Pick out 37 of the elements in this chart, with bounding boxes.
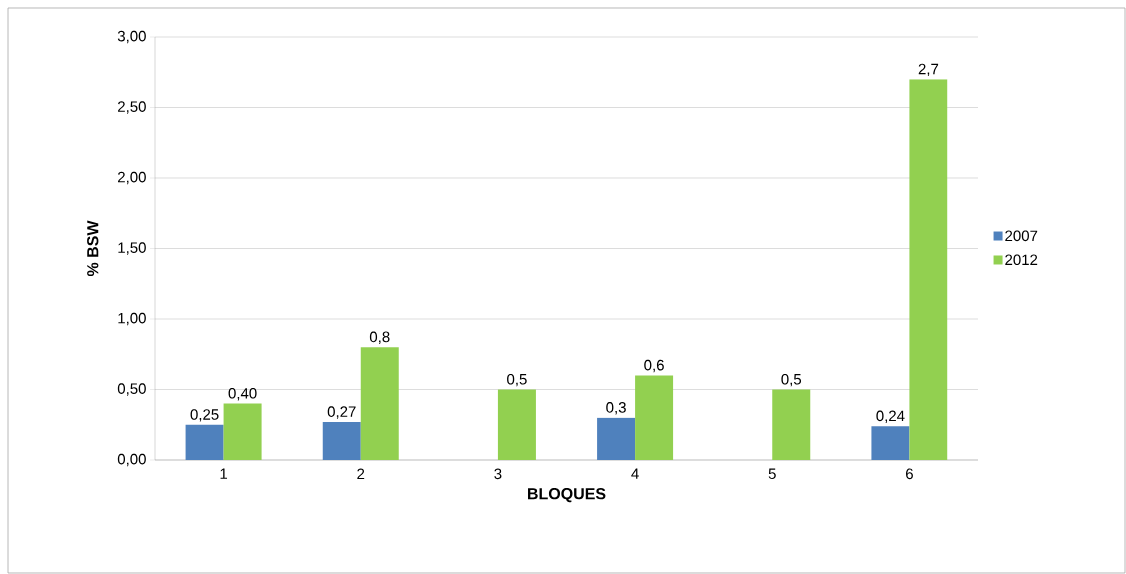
legend-label: 2007: [1005, 230, 1038, 242]
x-tick-label: 1: [220, 468, 228, 479]
bar: [497, 389, 536, 460]
data-label: 0,5: [507, 373, 527, 387]
bar: [871, 426, 910, 460]
data-label: 2,7: [918, 63, 939, 77]
x-tick-label: 6: [906, 468, 913, 480]
data-label: 0,8: [369, 331, 390, 344]
data-label: 0,5: [781, 373, 802, 387]
y-tick-label: 3,00: [117, 30, 146, 44]
data-label: 0,40: [228, 388, 257, 401]
x-tick-label: 2: [357, 468, 365, 480]
bar: [597, 417, 636, 460]
bar: [223, 403, 262, 460]
bar: [635, 375, 674, 460]
x-tick-label: 4: [631, 468, 639, 479]
y-tick-label: 2,00: [118, 171, 146, 185]
data-label: 0,6: [644, 359, 664, 373]
bar: [185, 424, 224, 460]
y-tick-label: 0,00: [117, 453, 146, 467]
bar: [772, 389, 811, 460]
bar: [322, 421, 361, 460]
data-label: 0,25: [190, 409, 219, 422]
x-tick-label: 5: [768, 468, 776, 479]
y-tick-label: 1,00: [118, 312, 146, 326]
data-label: 0,27: [327, 406, 356, 419]
x-axis-title: BLOQUES: [528, 488, 606, 503]
bar: [360, 347, 399, 460]
y-tick-label: 2,50: [118, 101, 146, 114]
y-tick-label: 0,50: [117, 383, 146, 396]
bar: [909, 79, 948, 460]
data-label: 0,3: [606, 402, 626, 415]
legend-label: 2012: [1005, 254, 1038, 266]
x-tick-label: 3: [494, 468, 502, 480]
y-axis-title: % BSW: [87, 220, 99, 277]
data-label: 0,24: [876, 410, 905, 423]
y-tick-label: 1,50: [118, 242, 146, 255]
